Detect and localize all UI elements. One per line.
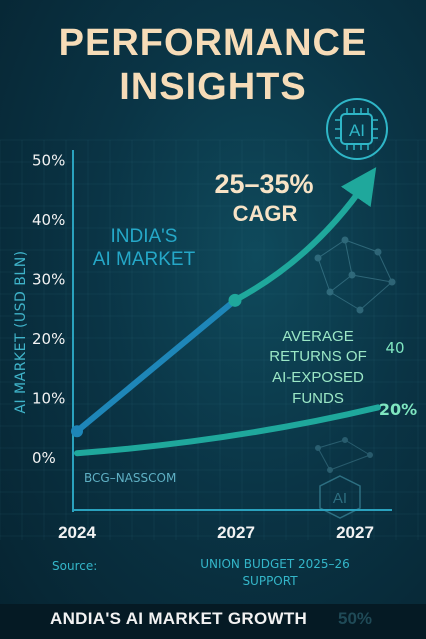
market-label-line2: AI MARKET — [93, 249, 196, 270]
source-text-line2: SUPPORT — [242, 574, 298, 588]
series-market-line — [74, 297, 238, 435]
ai-hex-icon: AI — [319, 475, 361, 519]
data-label-40: 40 — [385, 339, 404, 357]
y-tick-label: 50% — [32, 152, 65, 170]
ai-hex-label: AI — [333, 490, 347, 507]
chart: AI AI AI MARKET (USD BLN) 50% 40% 30% 20% 10… — [0, 98, 426, 588]
footer-title: ANDIA'S AI MARKET GROWTH — [50, 609, 308, 628]
y-axis-label: AI MARKET (USD BLN) — [13, 250, 29, 413]
x-tick-label: 2027 — [336, 523, 374, 542]
source-text-line1: UNION BUDGET 2025–26 — [200, 557, 350, 571]
neural-network-small-icon — [315, 437, 373, 473]
data-point-market-2024 — [71, 425, 83, 438]
returns-label-line4: FUNDS — [292, 390, 344, 407]
source-label: Source: — [52, 559, 97, 573]
x-tick-label: 2024 — [58, 523, 96, 542]
data-label-20: 20% — [379, 400, 417, 419]
neural-network-icon — [314, 236, 396, 314]
returns-label-line2: RETURNS OF — [269, 348, 367, 365]
y-tick-label: 40% — [32, 211, 65, 229]
y-tick-label: 20% — [32, 330, 65, 348]
series-market-arrow — [233, 167, 377, 303]
footer-bar — [0, 604, 426, 639]
series-returns-line — [74, 404, 381, 457]
footer-ghost-text: 50% — [338, 609, 373, 628]
market-label-line1: INDIA'S — [111, 226, 178, 247]
cagr-label: CAGR — [233, 201, 298, 226]
page-title-line2: INSIGHTS — [119, 66, 307, 108]
y-tick-label: 0% — [32, 449, 56, 467]
data-point-market-2027 — [228, 293, 242, 307]
y-tick-label: 30% — [32, 271, 65, 289]
y-tick-labels: 50% 40% 30% 20% 10% 0% — [32, 152, 65, 468]
ai-chip-label: AI — [349, 121, 365, 140]
cagr-value: 25–35% — [214, 169, 313, 199]
y-tick-label: 10% — [32, 390, 65, 408]
ai-chip-icon: AI — [326, 98, 388, 160]
grid — [0, 139, 426, 540]
returns-label-line3: AI-EXPOSED — [272, 369, 364, 386]
x-tick-labels: 2024 2027 2027 — [58, 523, 374, 542]
returns-label-line1: AVERAGE — [282, 328, 353, 345]
x-tick-label: 2027 — [217, 523, 255, 542]
bcg-label: BCG–NASSCOM — [84, 471, 176, 485]
page-title-line1: PERFORMANCE — [58, 22, 368, 64]
